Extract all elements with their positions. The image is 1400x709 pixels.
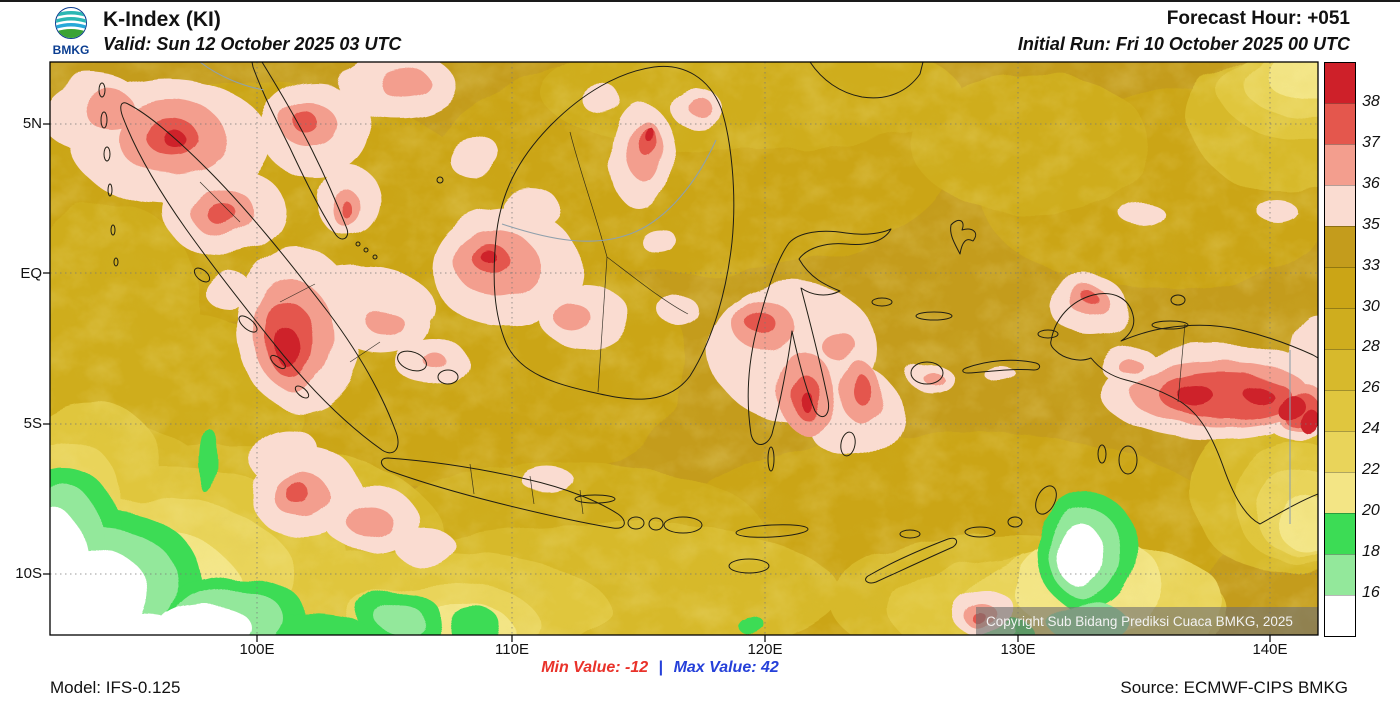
coast-halmahera xyxy=(950,219,977,255)
lat-tick-label: 10S xyxy=(15,565,42,582)
lat-tick-label: 5N xyxy=(22,115,42,132)
colorbar-tick-label: 30 xyxy=(1362,298,1380,315)
lon-tick-label: 140E xyxy=(1252,641,1288,658)
lat-tick-label: EQ xyxy=(20,265,42,282)
coast-papua xyxy=(1050,293,1318,525)
min-value-label: Min Value: -12 xyxy=(541,659,649,676)
copyright-overlay: Copyright Sub Bidang Prediksi Cuaca BMKG… xyxy=(976,607,1318,635)
colorbar-tick-label: 16 xyxy=(1362,584,1380,601)
colorbar-segment xyxy=(1325,390,1355,431)
colorbar-tick-label: 18 xyxy=(1362,543,1380,560)
coast-mindanao xyxy=(809,62,924,99)
internal-boundaries xyxy=(199,131,1186,515)
colorbar-tick-label: 38 xyxy=(1362,93,1380,110)
colorbar-segment xyxy=(1325,267,1355,308)
colorbar-tick-label: 26 xyxy=(1362,379,1380,396)
coast-seram xyxy=(962,359,1041,374)
lon-tick-label: 110E xyxy=(495,641,529,658)
coast-java xyxy=(381,457,625,529)
colorbar-tick-label: 33 xyxy=(1362,257,1380,274)
colorbar-tick-label: 36 xyxy=(1362,175,1380,192)
bmkg-logo: BMKG xyxy=(53,7,90,57)
coast-sulawesi xyxy=(747,228,892,445)
colorbar-segment xyxy=(1325,308,1355,349)
lon-tick-label: 130E xyxy=(1000,641,1036,658)
colorbar-segment xyxy=(1325,554,1355,595)
axis-ticks xyxy=(43,123,1271,642)
coast-sumatra xyxy=(120,102,399,454)
coast-timor xyxy=(865,537,958,584)
colorbar-tick-label: 20 xyxy=(1362,502,1380,519)
coast-malay-peninsula xyxy=(251,62,349,240)
colorbar-segment xyxy=(1325,513,1355,554)
country-borders xyxy=(199,62,1291,524)
forecast-hour: Forecast Hour: +051 xyxy=(1166,8,1350,29)
logo-text: BMKG xyxy=(53,43,90,57)
model-label: Model: IFS-0.125 xyxy=(50,678,181,697)
copyright-text: Copyright Sub Bidang Prediksi Cuaca BMKG… xyxy=(986,614,1293,629)
graticule-gridlines xyxy=(50,62,1318,635)
max-value-label: Max Value: 42 xyxy=(673,659,779,676)
pale-pink-level xyxy=(50,62,1318,635)
colorbar-segment xyxy=(1325,226,1355,267)
page-title: K-Index (KI) xyxy=(103,8,221,31)
colorbar-tick-label: 28 xyxy=(1362,338,1380,355)
colorbar-segment xyxy=(1325,185,1355,226)
lat-tick-label: 5S xyxy=(23,415,42,432)
colorbar xyxy=(1324,62,1356,637)
kindex-map: Copyright Sub Bidang Prediksi Cuaca BMKG… xyxy=(43,61,1319,642)
minmax-separator: | xyxy=(658,659,664,676)
valid-datetime: Valid: Sun 12 October 2025 03 UTC xyxy=(103,34,402,54)
initial-run: Initial Run: Fri 10 October 2025 00 UTC xyxy=(1017,34,1350,54)
colorbar-tick-label: 24 xyxy=(1362,420,1380,437)
colorbar-segment xyxy=(1325,595,1355,636)
coast-borneo xyxy=(493,65,735,400)
colorbar-tick-label: 37 xyxy=(1362,134,1380,151)
colorbar-segment xyxy=(1325,103,1355,144)
lon-tick-label: 120E xyxy=(747,641,783,658)
coastlines xyxy=(98,62,1318,584)
plot-frame xyxy=(49,61,1319,636)
colorbar-tick-label: 35 xyxy=(1362,216,1380,233)
minmax-line: Min Value: -12 | Max Value: 42 xyxy=(0,659,1320,677)
colorbar-segment xyxy=(1325,144,1355,185)
logo-waves-icon xyxy=(56,11,86,38)
colorbar-segment xyxy=(1325,63,1355,103)
colorbar-segment xyxy=(1325,349,1355,390)
colorbar-segment xyxy=(1325,472,1355,513)
colorbar-segment xyxy=(1325,431,1355,472)
colorbar-tick-label: 22 xyxy=(1362,461,1380,478)
lon-tick-label: 100E xyxy=(239,641,275,658)
source-label: Source: ECMWF-CIPS BMKG xyxy=(1120,678,1348,697)
